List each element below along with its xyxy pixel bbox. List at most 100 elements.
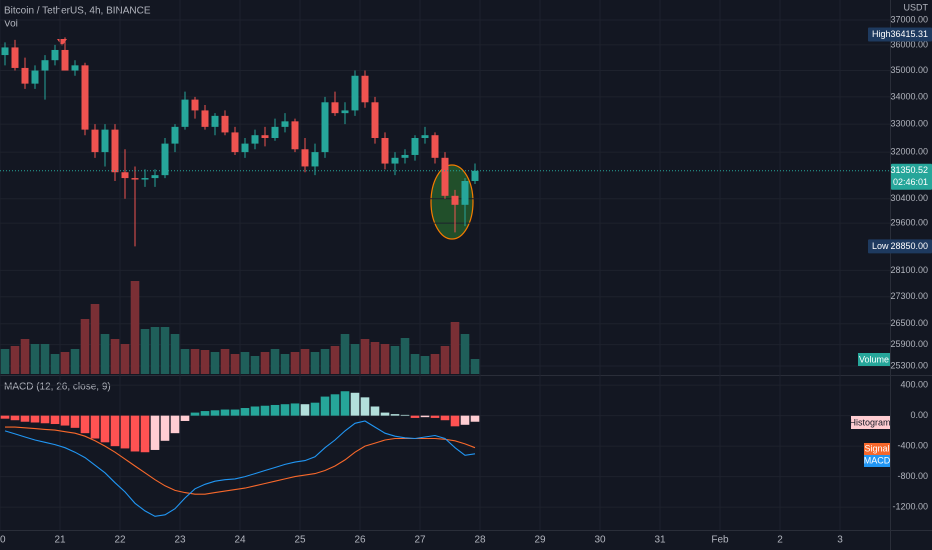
x-tick-label: 24 [234,535,246,546]
histogram-bar [290,403,300,416]
volume-title: Vol [4,19,18,30]
volume-bar [390,346,400,374]
volume-bar [320,349,330,374]
histogram-bar [390,414,400,416]
histogram-bar [300,404,310,416]
volume-bar [380,344,390,374]
histogram-bar [230,409,240,416]
x-tick-label: 31 [654,535,666,546]
x-tick-label: 21 [54,535,66,546]
high-badge-text: High [872,29,891,39]
histogram-bar [140,415,150,453]
candle-body [211,115,219,127]
x-tick-label: 23 [174,535,186,546]
y-tick-label: 34000.00 [890,91,928,101]
x-tick-label: 27 [414,535,426,546]
candle-body [151,175,159,179]
last-price-label: 31350.52 [890,165,928,175]
y-tick-label: 26500.00 [890,318,928,328]
histogram-bar [60,415,70,426]
x-tick-label: 22 [114,535,126,546]
volume-bar [420,356,430,374]
candle-body [351,75,359,111]
histogram-bar [210,410,220,416]
candle-body [331,102,339,114]
currency: USDT [904,2,929,12]
low-badge-text: Low [872,241,889,251]
x-tick-label: 30 [594,535,606,546]
volume-bar [270,349,280,374]
volume-bar [120,344,130,374]
histogram-bar [380,412,390,416]
volume-bar [300,349,310,374]
y-tick-label: -400.00 [897,441,928,451]
histogram-bar [150,415,160,450]
high-badge-value: 36415.31 [890,29,928,39]
candle-body [91,129,99,153]
histogram-bar [130,415,140,452]
candle-body [141,178,149,180]
candle-body [1,47,9,56]
volume-bar [70,349,80,374]
histogram-bar [80,415,90,434]
histogram-bar [340,391,350,416]
histogram-bar [370,406,380,416]
candle-body [161,143,169,176]
volume-bar [280,354,290,374]
volume-bar [40,344,50,374]
histogram-bar [250,406,260,416]
macd-title: MACD (12, 26, close, 9) [4,382,111,393]
candle-body [51,49,59,61]
series-badge [864,455,890,467]
histogram-bar [350,392,360,416]
x-tick-label: 29 [534,535,546,546]
volume-bar [350,344,360,374]
volume-bar [450,322,460,374]
histogram-bar [70,415,80,428]
candle-body [271,126,279,138]
histogram-bar [270,404,280,416]
histogram-bar [180,415,190,421]
histogram-bar [160,415,170,441]
y-tick-label: 28100.00 [890,265,928,275]
y-tick-label: 25300.00 [890,360,928,370]
histogram-bar [30,415,40,423]
volume-bar [410,354,420,374]
histogram-bar [170,415,180,434]
volume-bar [370,342,380,374]
y-tick-label: 33000.00 [890,118,928,128]
volume-bar [190,349,200,374]
y-tick-label: 36000.00 [890,39,928,49]
candle-body [181,99,189,127]
histogram-bar [430,415,440,418]
volume-bar [340,334,350,374]
series-badge [864,443,890,455]
histogram-bar [20,415,30,422]
volume-bar [150,327,160,374]
candle-body [81,65,89,130]
candle-body [31,70,39,84]
x-tick-label: 2 [777,535,783,546]
histogram-bar [470,415,480,422]
macd-line [4,420,476,517]
histogram-bar [410,415,420,418]
volume-bar [260,352,270,374]
histogram-bar [360,397,370,416]
volume-bar [250,356,260,374]
volume-bar [20,339,30,374]
y-tick-label: 25900.00 [890,339,928,349]
volume-bar [230,354,240,374]
volume-bar [440,346,450,374]
candle-body [131,178,139,180]
candle-body [431,135,439,158]
low-badge-value: 28850.00 [890,241,928,251]
x-tick-label: 3 [837,535,843,546]
histogram-bar [220,409,230,416]
candle-body [231,132,239,153]
histogram-bar [120,415,130,449]
volume-bar [80,319,90,374]
volume-bar [160,327,170,374]
volume-bar [0,349,10,374]
